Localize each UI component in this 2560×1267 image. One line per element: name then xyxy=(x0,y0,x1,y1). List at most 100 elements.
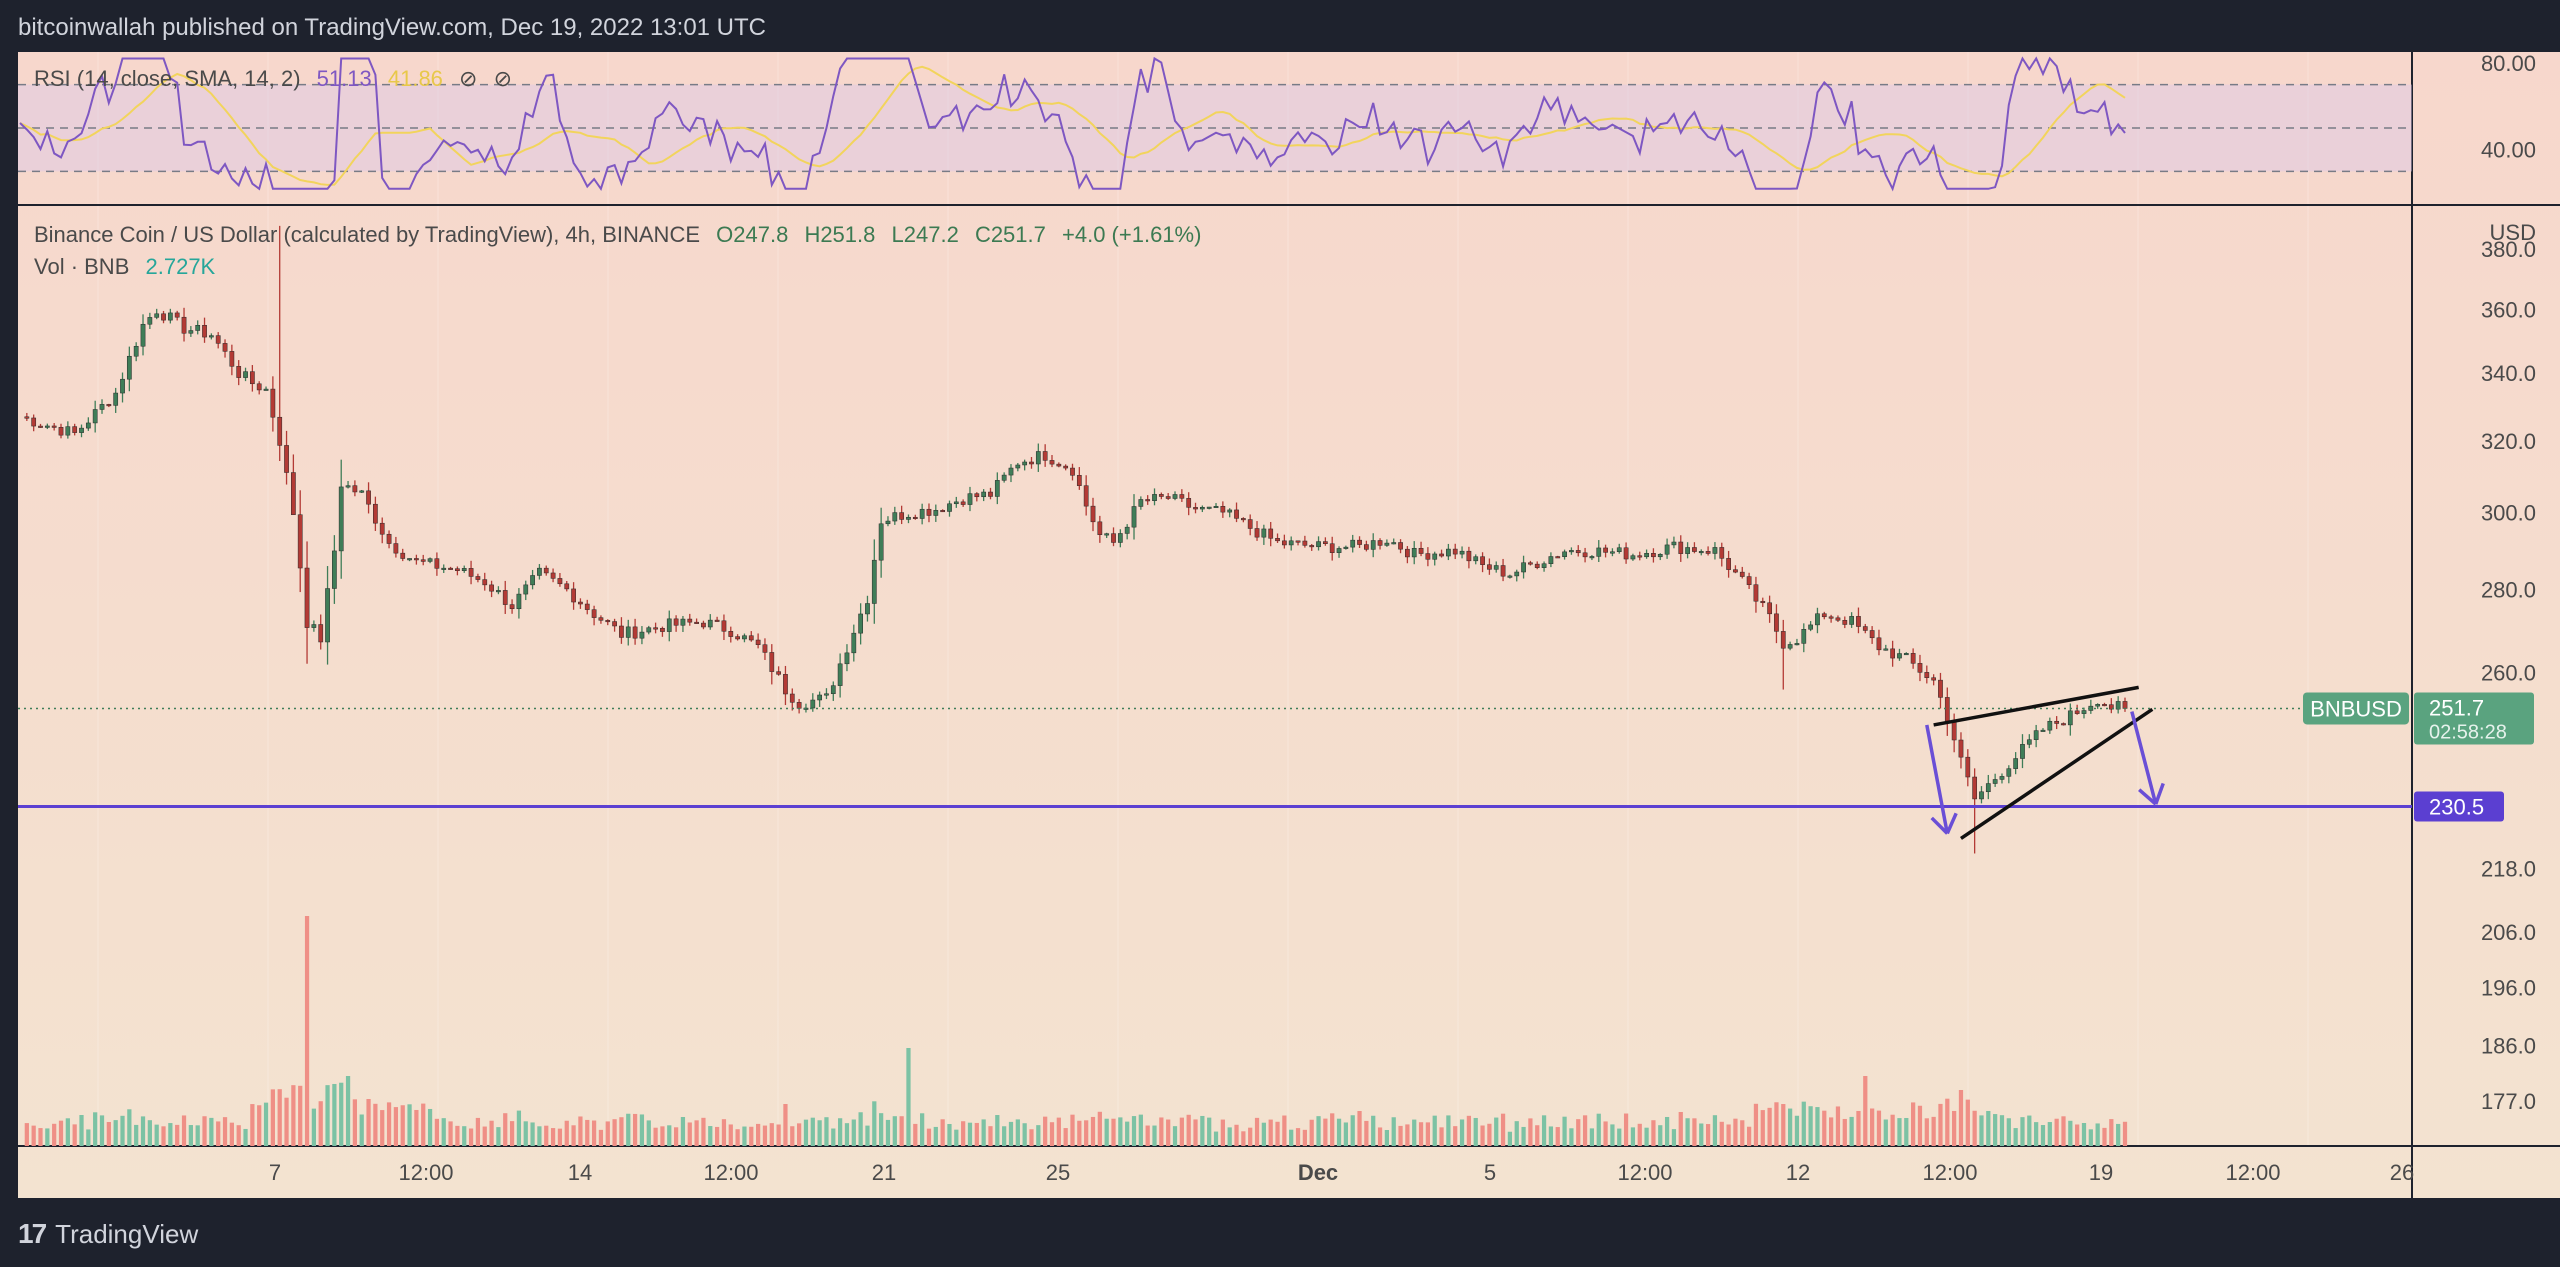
candle-body xyxy=(701,622,706,628)
volume-bar xyxy=(1521,1126,1526,1146)
volume-bar xyxy=(1480,1125,1485,1146)
candle-body xyxy=(1493,565,1499,570)
volume-bar xyxy=(1268,1119,1273,1146)
candle-body xyxy=(1514,571,1520,577)
candle-body xyxy=(2013,758,2019,769)
volume-bar xyxy=(188,1125,193,1146)
volume-bar xyxy=(708,1126,713,1146)
hide-icon[interactable]: ⊘ xyxy=(459,66,478,91)
candle-body xyxy=(1049,460,1055,465)
candle-body xyxy=(2033,730,2039,740)
time-tick-label: 5 xyxy=(1484,1160,1496,1185)
volume-bar xyxy=(879,1113,884,1146)
volume-bar xyxy=(1002,1126,1007,1146)
volume-bar xyxy=(831,1128,836,1146)
volume-bar xyxy=(892,1116,897,1146)
volume-bar xyxy=(113,1120,118,1146)
candle-body xyxy=(1938,679,1943,698)
support-tag-value: 230.5 xyxy=(2429,795,2484,820)
candle-body xyxy=(359,490,365,493)
candle-body xyxy=(393,543,399,554)
symbol-tag-bg xyxy=(2303,692,2409,725)
candle-body xyxy=(748,635,754,641)
volume-bar xyxy=(1644,1127,1649,1146)
candle-body xyxy=(550,572,556,579)
candle-body xyxy=(297,514,303,569)
candle-body xyxy=(1240,518,1246,521)
time-tick-label: 19 xyxy=(2089,1160,2113,1185)
hide-icon[interactable]: ⊘ xyxy=(493,66,513,91)
volume-bar xyxy=(120,1115,125,1146)
candle-body xyxy=(366,490,371,505)
candle-body xyxy=(58,427,64,436)
candle-body xyxy=(1165,496,1171,499)
volume-bar xyxy=(1753,1103,1759,1146)
candle-body xyxy=(639,631,645,639)
candle-body xyxy=(291,472,296,515)
volume-bar xyxy=(359,1114,364,1146)
candle-body xyxy=(1815,613,1820,626)
volume-bar xyxy=(106,1121,111,1146)
volume-bar xyxy=(284,1097,289,1146)
candle-body xyxy=(38,425,43,428)
volume-bar xyxy=(673,1127,679,1146)
volume-bar xyxy=(605,1121,610,1146)
candle-body xyxy=(1931,677,1937,681)
candle-body xyxy=(625,626,631,638)
volume-bar xyxy=(24,1123,29,1146)
candle-body xyxy=(1610,551,1615,554)
volume-bar xyxy=(99,1115,105,1146)
candle-body xyxy=(830,685,836,694)
volume-bar xyxy=(1897,1118,1902,1146)
volume-bar xyxy=(598,1129,604,1146)
candle-body xyxy=(2081,710,2087,714)
volume-bar xyxy=(1794,1115,1800,1146)
volume-bar xyxy=(168,1123,173,1146)
volume-bar xyxy=(482,1126,487,1146)
volume-bar xyxy=(1036,1125,1041,1146)
volume-bar xyxy=(1131,1116,1137,1146)
volume-bar xyxy=(72,1124,77,1146)
arrow-down-left xyxy=(1925,724,1950,834)
volume-bar xyxy=(797,1123,802,1146)
volume-bar xyxy=(1384,1130,1390,1146)
candle-body xyxy=(1910,653,1916,664)
candle-body xyxy=(1692,547,1697,552)
symbol-title: Binance Coin / US Dollar (calculated by … xyxy=(34,222,701,247)
candle-body xyxy=(632,626,638,639)
volume-bar xyxy=(619,1117,624,1146)
candle-body xyxy=(783,674,788,695)
candle-body xyxy=(755,639,761,645)
volume-bar xyxy=(448,1121,453,1146)
volume-bar xyxy=(735,1129,740,1146)
candle-body xyxy=(1869,630,1875,639)
candle-body xyxy=(1042,451,1048,461)
volume-bar xyxy=(373,1103,378,1146)
candle-body xyxy=(345,485,351,488)
volume-bar xyxy=(1562,1116,1567,1146)
volume-bar xyxy=(1589,1128,1595,1146)
candle-body xyxy=(304,567,310,628)
volume-label: Vol · BNB xyxy=(34,254,130,279)
footer-brand[interactable]: 17 TradingView xyxy=(18,1214,198,1254)
volume-bar xyxy=(1008,1121,1014,1146)
candle-body xyxy=(2026,739,2032,745)
volume-bar xyxy=(1248,1127,1253,1146)
candle-body xyxy=(742,635,747,640)
volume-bar xyxy=(824,1117,829,1146)
volume-bar xyxy=(1241,1131,1246,1146)
main-legend: Binance Coin / US Dollar (calculated by … xyxy=(34,222,1211,248)
candle-body xyxy=(1056,463,1062,467)
volume-bar xyxy=(154,1124,159,1146)
candle-body xyxy=(2074,710,2080,714)
candle-body xyxy=(1227,509,1233,513)
volume-bar xyxy=(93,1112,98,1146)
volume-bar xyxy=(851,1119,856,1146)
volume-bar xyxy=(988,1126,993,1146)
volume-bar xyxy=(940,1119,945,1146)
price-tick-label: 360.0 xyxy=(2481,297,2536,322)
arrow-down-left-head xyxy=(1945,812,1958,835)
volume-bar xyxy=(1323,1118,1328,1146)
volume-bar xyxy=(838,1118,843,1146)
